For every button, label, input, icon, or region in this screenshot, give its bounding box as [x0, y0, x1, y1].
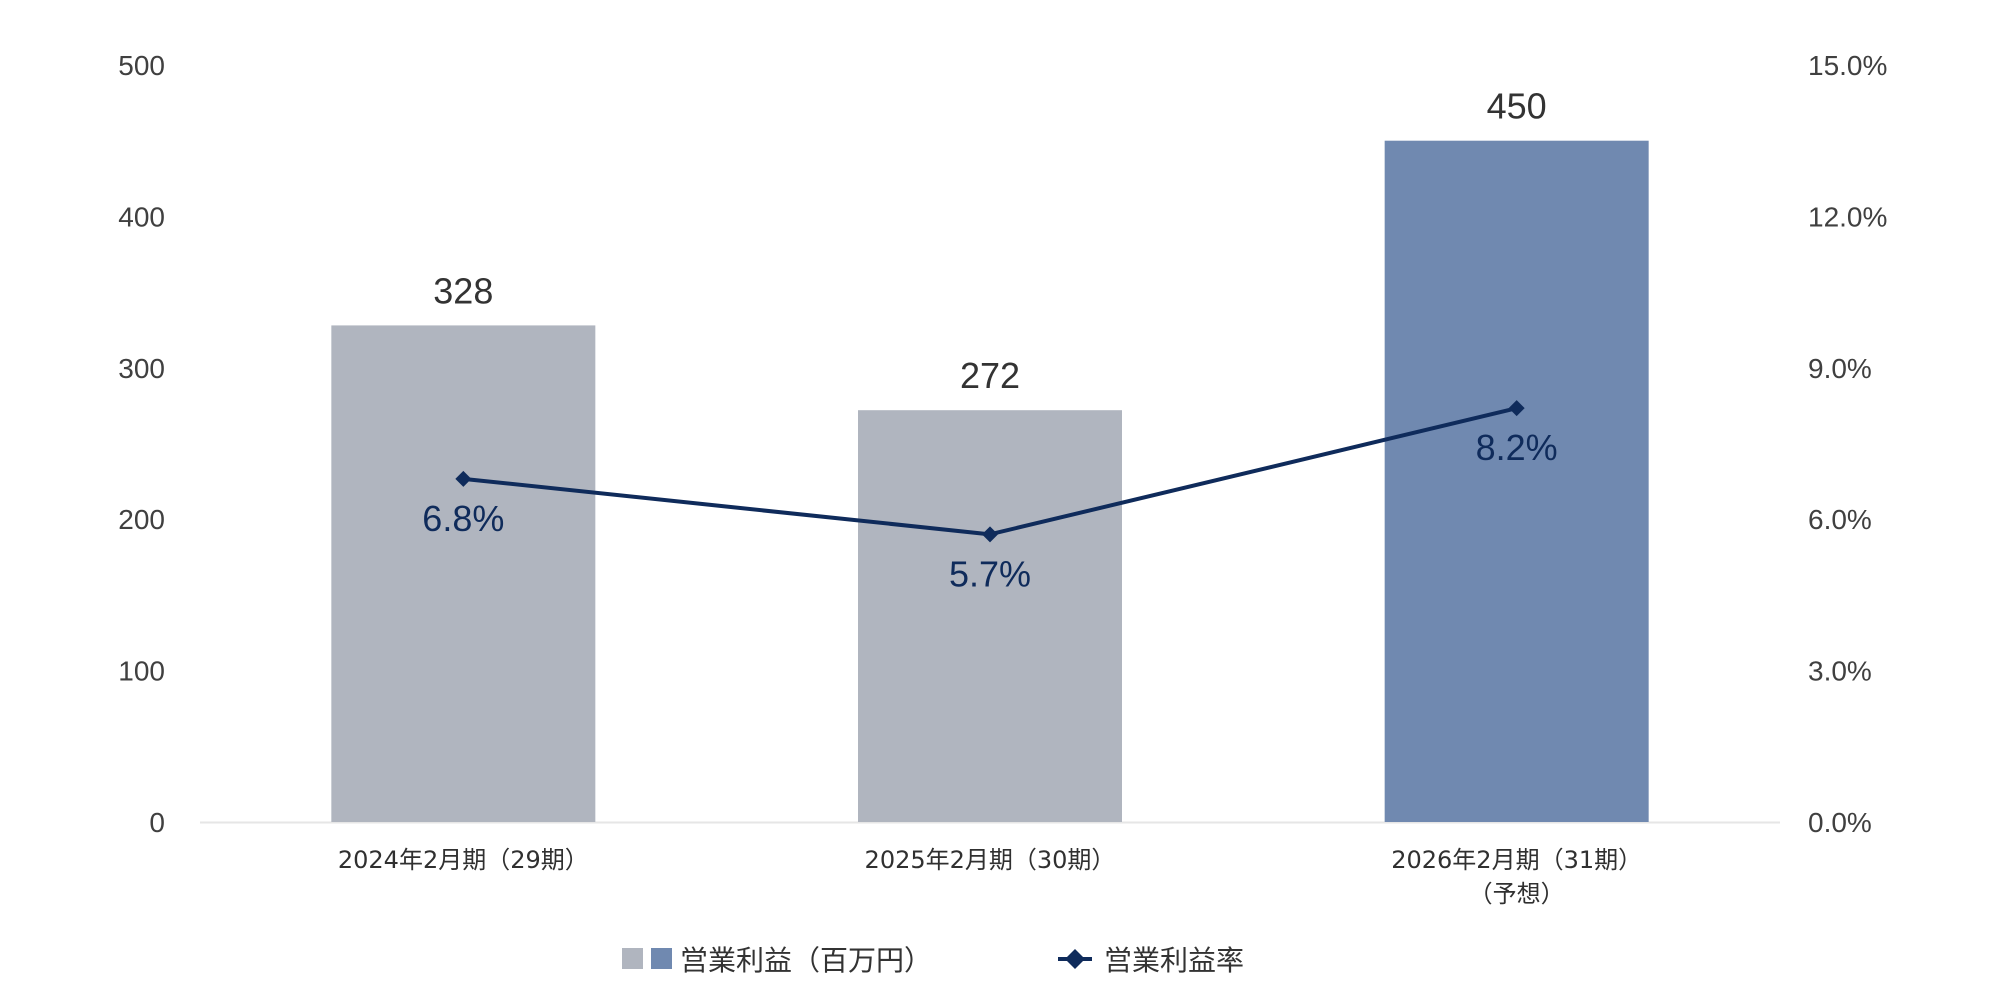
rate-labels: 6.8% 5.7% 8.2% — [422, 427, 1557, 594]
rate-value-label: 5.7% — [949, 553, 1031, 594]
right-tick-label: 9.0% — [1808, 353, 1872, 384]
right-axis-ticks: 0.0% 3.0% 6.0% 9.0% 12.0% 15.0% — [1808, 50, 1887, 838]
bar-value-labels: 328 272 450 — [433, 86, 1546, 396]
left-tick-label: 300 — [118, 353, 165, 384]
left-tick-label: 400 — [118, 201, 165, 232]
left-tick-label: 0 — [149, 807, 165, 838]
bar — [331, 325, 596, 822]
right-tick-label: 12.0% — [1808, 201, 1887, 232]
left-tick-label: 500 — [118, 50, 165, 81]
bar — [858, 410, 1122, 822]
legend-label-operating-profit: 営業利益（百万円） — [680, 944, 932, 977]
rate-marker — [982, 526, 998, 543]
category-label: 2024年2月期（29期） — [338, 846, 589, 874]
rate-value-label: 8.2% — [1476, 427, 1558, 468]
right-tick-label: 15.0% — [1808, 50, 1887, 81]
right-tick-label: 0.0% — [1808, 807, 1872, 838]
rate-marker — [455, 470, 472, 487]
rate-marker — [1508, 400, 1525, 417]
category-labels: 2024年2月期（29期） 2025年2月期（30期） 2026年2月期（31期） （… — [338, 846, 1642, 908]
line-series — [455, 400, 1525, 543]
rate-value-label: 6.8% — [422, 498, 504, 539]
legend-diamond-symbol — [1065, 949, 1085, 969]
left-tick-label: 100 — [118, 656, 165, 687]
bar-series — [331, 140, 1649, 822]
bar — [1384, 140, 1649, 822]
bar-value-label: 328 — [433, 270, 493, 311]
bar-value-label: 272 — [960, 355, 1020, 396]
bar-value-label: 450 — [1487, 86, 1547, 127]
category-label: 2025年2月期（30期） — [865, 846, 1116, 874]
category-label: 2026年2月期（31期） — [1391, 846, 1642, 874]
left-tick-label: 200 — [118, 504, 165, 535]
legend-swatch-actual — [622, 948, 643, 969]
left-axis-ticks: 0 100 200 300 400 500 — [118, 50, 165, 838]
legend-label-operating-margin: 営業利益率 — [1104, 944, 1244, 977]
legend-swatch-forecast — [651, 948, 672, 969]
right-tick-label: 6.0% — [1808, 504, 1872, 535]
category-label: （予想） — [1469, 880, 1565, 908]
legend: 営業利益（百万円） 営業利益率 — [622, 944, 1244, 977]
right-tick-label: 3.0% — [1808, 656, 1872, 687]
